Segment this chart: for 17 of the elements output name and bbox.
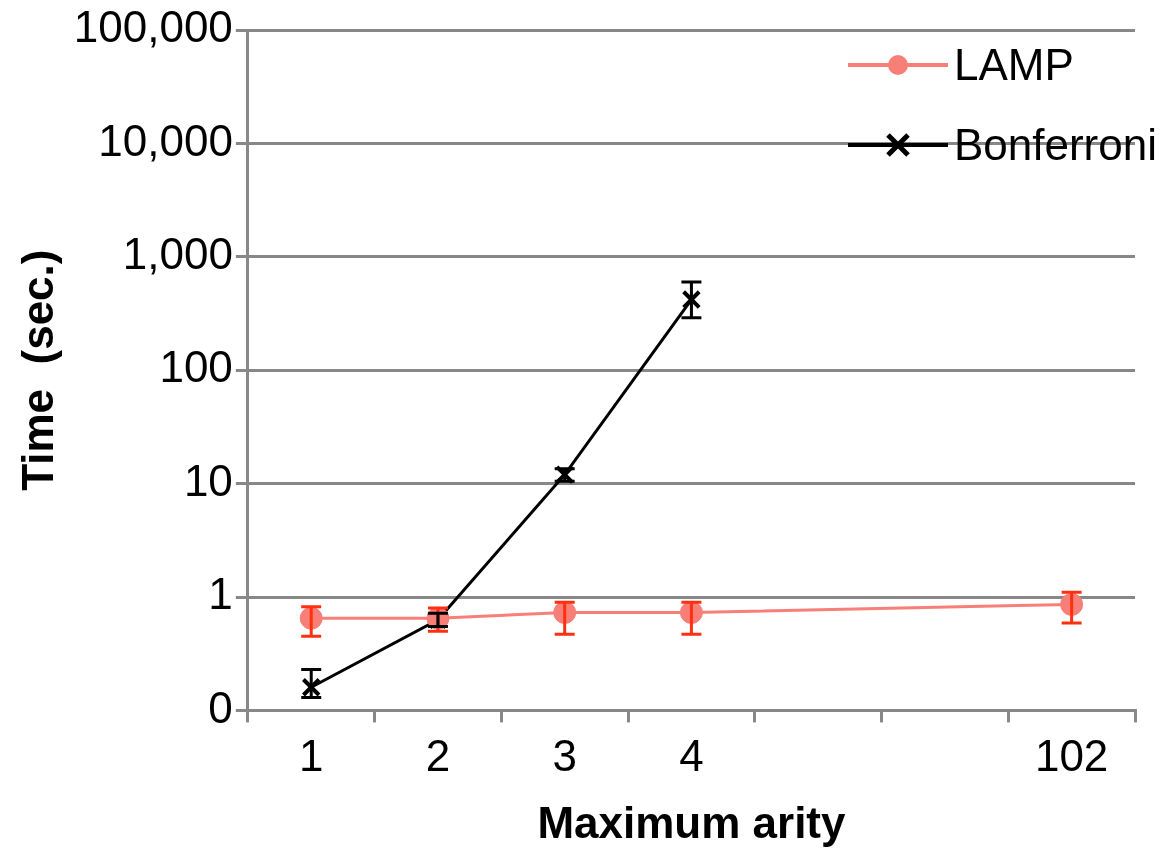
x-axis-title: Maximum arity xyxy=(537,797,847,847)
y-tick-label: 1 xyxy=(208,569,233,619)
y-tick-label: 10 xyxy=(183,455,233,505)
x-tick-label: 102 xyxy=(1034,730,1109,780)
point xyxy=(681,289,702,310)
y-tick-label: 1,000 xyxy=(122,228,233,278)
y-tick-label: 10,000 xyxy=(98,115,233,165)
y-tick-label: 100 xyxy=(159,342,233,392)
legend-label: Bonferroni xyxy=(953,120,1157,170)
y-tick-label: 100,000 xyxy=(73,2,233,52)
legend-label: LAMP xyxy=(953,40,1074,90)
x-tick-label: 2 xyxy=(425,730,451,780)
x-tick-label: 3 xyxy=(552,730,577,780)
x-tick-label: 4 xyxy=(679,730,704,780)
y-tick-label: 0 xyxy=(208,682,233,732)
x-tick-label: 1 xyxy=(298,730,324,780)
y-axis-title: Time (sec.) xyxy=(12,249,62,491)
